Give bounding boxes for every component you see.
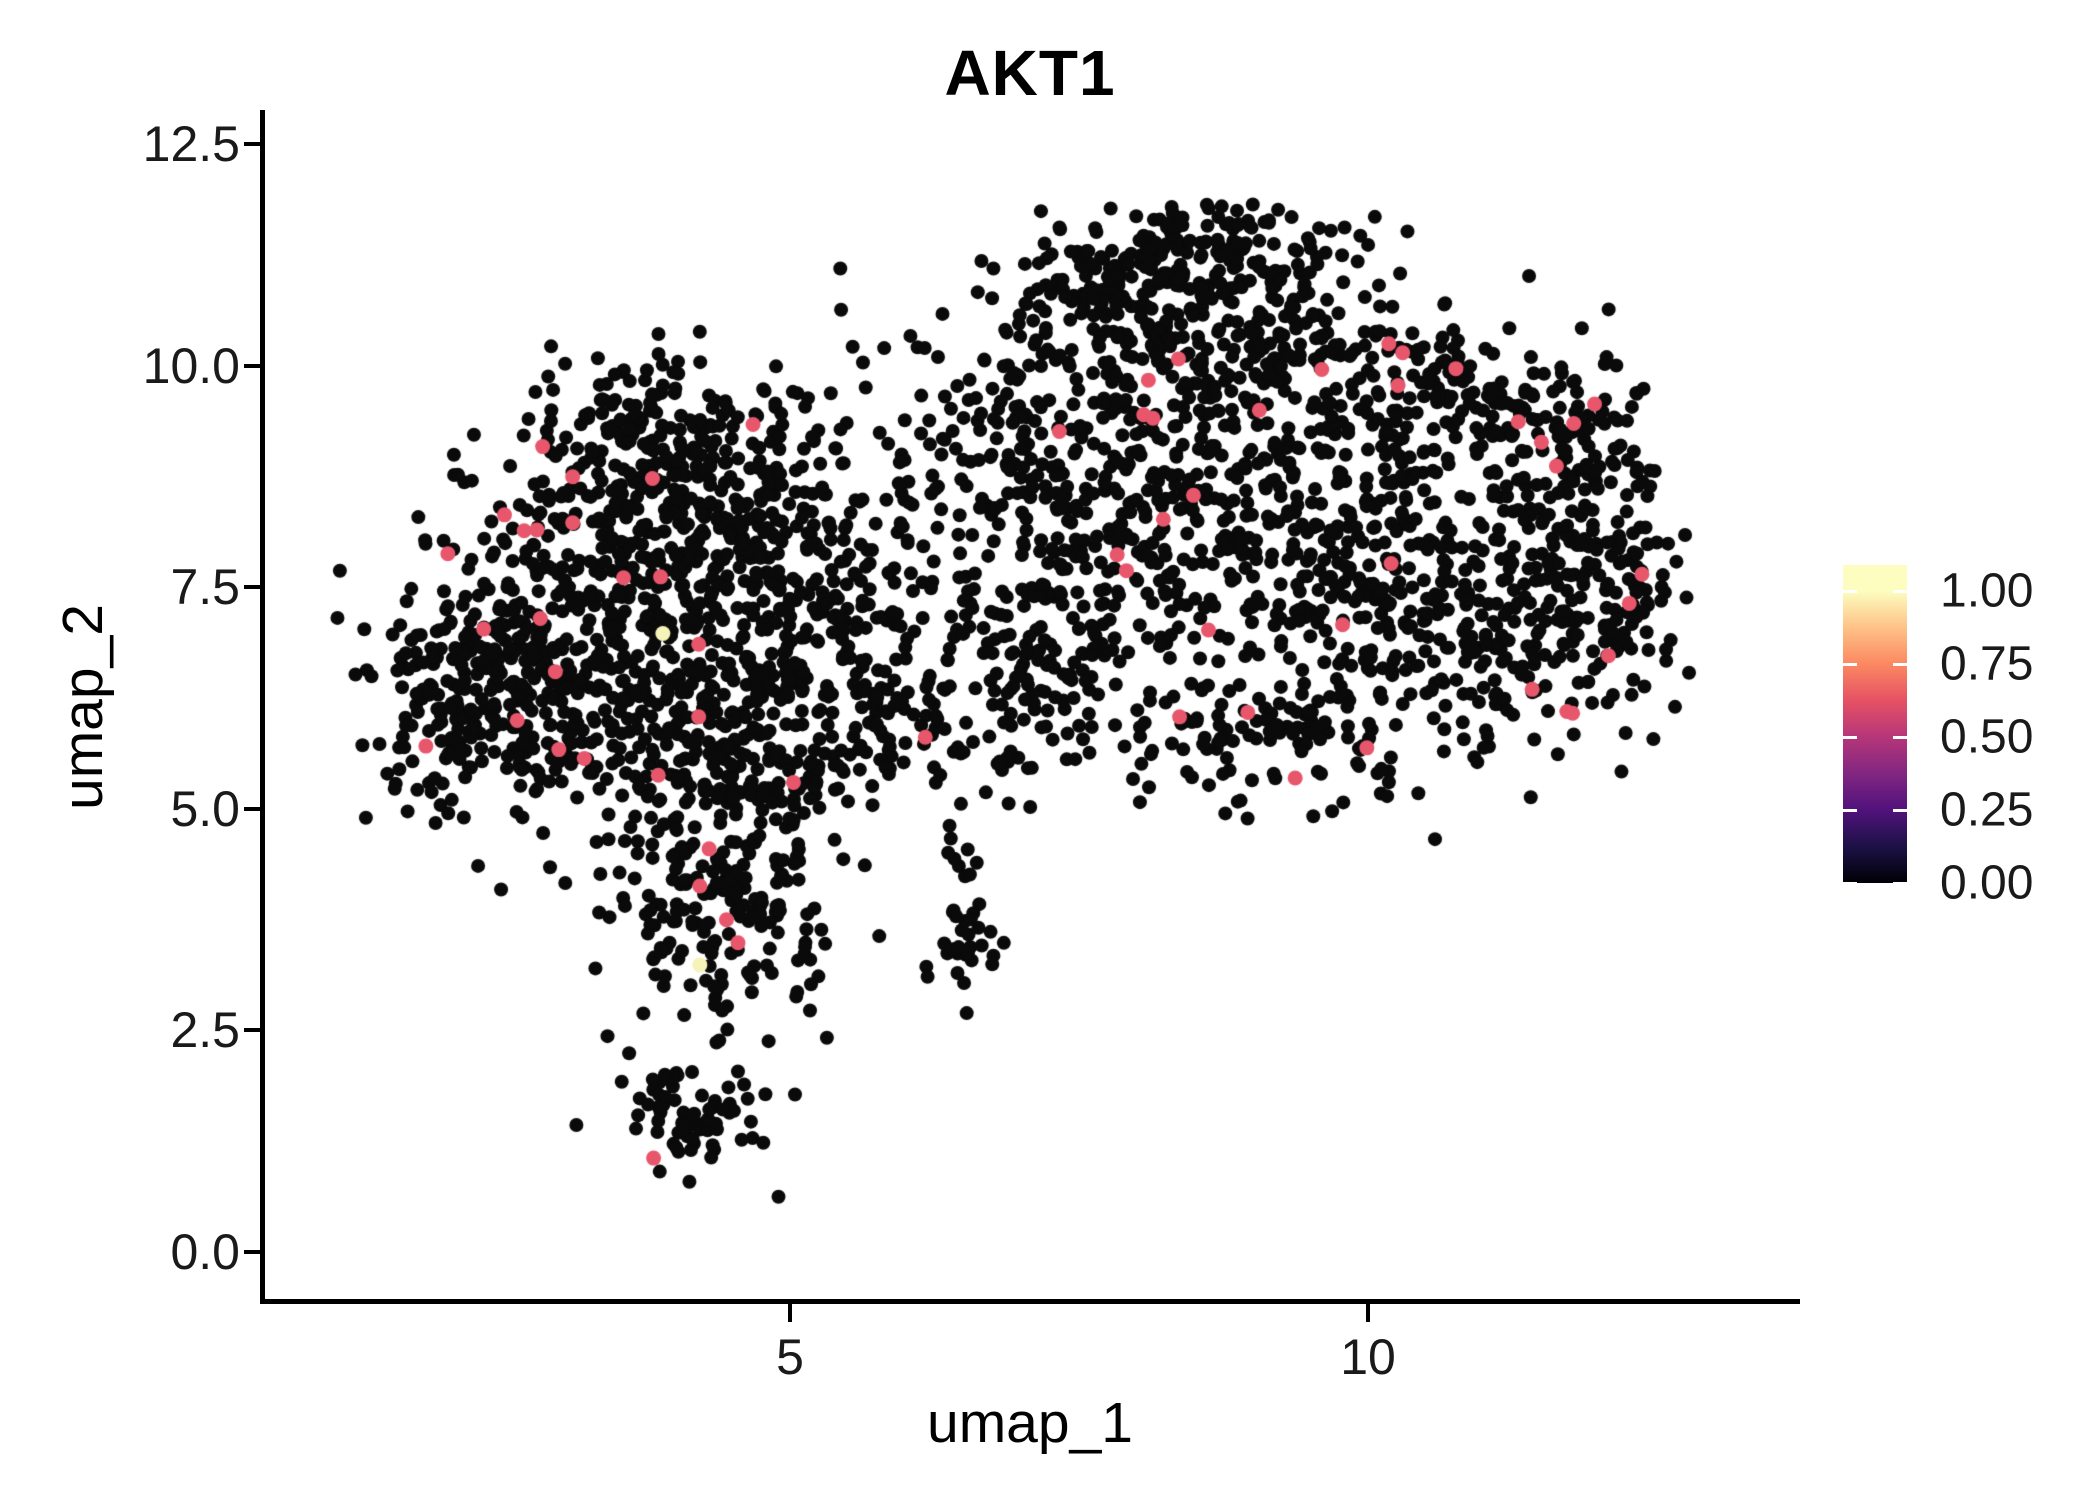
y-tick-mark [244, 806, 260, 811]
y-axis-label: umap_2 [51, 604, 115, 810]
legend-tick-mark [1893, 808, 1907, 812]
x-tick-mark [1366, 1304, 1370, 1322]
legend-tick-mark [1843, 735, 1857, 739]
legend-tick-label: 0.50 [1940, 710, 2034, 764]
y-tick-mark [244, 1249, 260, 1254]
y-tick-mark [244, 363, 260, 368]
legend-tick-label: 0.25 [1940, 783, 2034, 837]
legend-tick-label: 0.00 [1940, 856, 2034, 910]
y-tick-label: 2.5 [170, 1002, 240, 1059]
legend-tick-mark [1893, 881, 1907, 885]
y-tick-label: 5.0 [170, 780, 240, 837]
legend-tick-mark [1893, 589, 1907, 593]
plot-panel [260, 110, 1800, 1304]
x-tick-label: 10 [1340, 1329, 1396, 1385]
y-tick-mark [244, 142, 260, 147]
x-tick-label: 5 [776, 1329, 804, 1385]
legend-tick-mark [1893, 735, 1907, 739]
legend-tick-mark [1893, 662, 1907, 666]
y-tick-label: 12.5 [142, 116, 240, 173]
legend-tick-mark [1843, 662, 1857, 666]
y-tick-label: 10.0 [142, 337, 240, 394]
x-tick-mark [788, 1304, 793, 1322]
y-tick-label: 7.5 [170, 559, 240, 616]
legend-tick-label: 1.00 [1940, 564, 2034, 618]
legend-tick-mark [1843, 808, 1857, 812]
y-tick-label: 0.0 [170, 1223, 240, 1280]
y-tick-mark [244, 1028, 260, 1033]
legend-colorbar [1843, 565, 1907, 883]
x-axis-label: umap_1 [927, 1391, 1133, 1455]
legend-tick-mark [1843, 881, 1857, 885]
legend-tick-label: 0.75 [1940, 637, 2034, 691]
y-tick-mark [244, 585, 260, 590]
legend-tick-mark [1843, 589, 1857, 593]
